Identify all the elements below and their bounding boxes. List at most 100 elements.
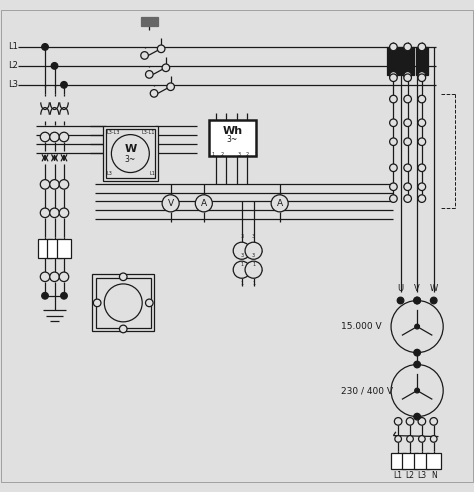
Circle shape bbox=[404, 71, 411, 79]
Text: L2: L2 bbox=[406, 471, 414, 480]
Circle shape bbox=[233, 242, 250, 259]
Circle shape bbox=[111, 135, 149, 173]
Text: 3~: 3~ bbox=[227, 135, 238, 145]
Circle shape bbox=[395, 435, 401, 442]
Circle shape bbox=[40, 180, 50, 189]
Circle shape bbox=[390, 119, 397, 126]
Circle shape bbox=[414, 297, 420, 304]
Circle shape bbox=[162, 195, 179, 212]
Circle shape bbox=[59, 208, 69, 217]
Text: L3: L3 bbox=[107, 171, 112, 176]
Text: 3: 3 bbox=[240, 253, 243, 258]
Circle shape bbox=[146, 299, 153, 307]
Text: V: V bbox=[168, 199, 173, 208]
Circle shape bbox=[51, 62, 58, 69]
Circle shape bbox=[167, 83, 174, 91]
Text: 1: 1 bbox=[240, 262, 243, 268]
Bar bbox=[209, 121, 256, 156]
Circle shape bbox=[50, 180, 59, 189]
Circle shape bbox=[418, 418, 426, 425]
Circle shape bbox=[157, 45, 165, 53]
Text: 1: 1 bbox=[240, 281, 243, 286]
Text: 3: 3 bbox=[252, 253, 255, 258]
Text: 3: 3 bbox=[252, 234, 255, 239]
Circle shape bbox=[394, 418, 402, 425]
Circle shape bbox=[59, 132, 69, 142]
Circle shape bbox=[150, 90, 158, 97]
Circle shape bbox=[195, 195, 212, 212]
Text: L1: L1 bbox=[394, 471, 402, 480]
Text: 230 / 400 V: 230 / 400 V bbox=[341, 386, 393, 395]
Bar bbox=[47, 239, 62, 258]
Text: 3~: 3~ bbox=[125, 155, 136, 164]
Circle shape bbox=[418, 74, 426, 82]
Text: W: W bbox=[429, 284, 438, 293]
Circle shape bbox=[50, 132, 59, 142]
Circle shape bbox=[42, 292, 48, 299]
Circle shape bbox=[418, 164, 426, 172]
Text: 3: 3 bbox=[240, 234, 243, 239]
Text: L3-L3: L3-L3 bbox=[107, 130, 120, 135]
Circle shape bbox=[59, 180, 69, 189]
Circle shape bbox=[104, 284, 142, 322]
Circle shape bbox=[390, 138, 397, 146]
Circle shape bbox=[415, 324, 419, 329]
Circle shape bbox=[40, 208, 50, 217]
Text: U: U bbox=[398, 284, 403, 293]
Circle shape bbox=[418, 119, 426, 126]
Circle shape bbox=[397, 297, 404, 304]
Circle shape bbox=[271, 195, 288, 212]
Circle shape bbox=[245, 261, 262, 278]
Text: Wh: Wh bbox=[222, 126, 242, 136]
Text: L3-L1: L3-L1 bbox=[142, 130, 155, 135]
Circle shape bbox=[59, 272, 69, 281]
Circle shape bbox=[415, 388, 419, 393]
Text: 1: 1 bbox=[252, 281, 255, 286]
Text: 1: 1 bbox=[212, 152, 215, 157]
Circle shape bbox=[419, 435, 425, 442]
Circle shape bbox=[390, 95, 397, 103]
Circle shape bbox=[418, 71, 426, 79]
Circle shape bbox=[406, 418, 414, 425]
Circle shape bbox=[418, 95, 426, 103]
Circle shape bbox=[50, 272, 59, 281]
Circle shape bbox=[390, 195, 397, 202]
Bar bbox=[387, 47, 400, 75]
Circle shape bbox=[430, 297, 437, 304]
Circle shape bbox=[418, 138, 426, 146]
Circle shape bbox=[404, 138, 411, 146]
Circle shape bbox=[414, 349, 420, 356]
Circle shape bbox=[404, 43, 411, 51]
Text: A: A bbox=[201, 199, 207, 208]
Bar bbox=[38, 239, 52, 258]
Circle shape bbox=[404, 95, 411, 103]
Bar bbox=[92, 275, 154, 331]
Circle shape bbox=[418, 43, 426, 51]
Bar bbox=[402, 453, 418, 469]
Circle shape bbox=[404, 119, 411, 126]
Circle shape bbox=[50, 208, 59, 217]
Circle shape bbox=[61, 82, 67, 88]
Circle shape bbox=[404, 195, 411, 202]
Circle shape bbox=[93, 299, 101, 307]
Bar bbox=[106, 129, 155, 178]
Circle shape bbox=[390, 74, 397, 82]
Circle shape bbox=[146, 71, 153, 78]
Circle shape bbox=[391, 365, 443, 417]
Text: 1: 1 bbox=[252, 262, 255, 268]
Bar bbox=[401, 47, 414, 75]
Circle shape bbox=[119, 273, 127, 280]
Circle shape bbox=[61, 292, 67, 299]
Circle shape bbox=[42, 44, 48, 50]
Bar bbox=[391, 453, 406, 469]
Circle shape bbox=[141, 52, 148, 59]
Circle shape bbox=[404, 74, 411, 82]
Circle shape bbox=[404, 164, 411, 172]
Circle shape bbox=[390, 183, 397, 190]
Text: L2: L2 bbox=[9, 62, 18, 70]
Text: 3: 3 bbox=[237, 152, 240, 157]
Bar bbox=[96, 278, 151, 328]
Circle shape bbox=[430, 418, 438, 425]
Circle shape bbox=[245, 242, 262, 259]
Text: 15.000 V: 15.000 V bbox=[341, 322, 382, 331]
